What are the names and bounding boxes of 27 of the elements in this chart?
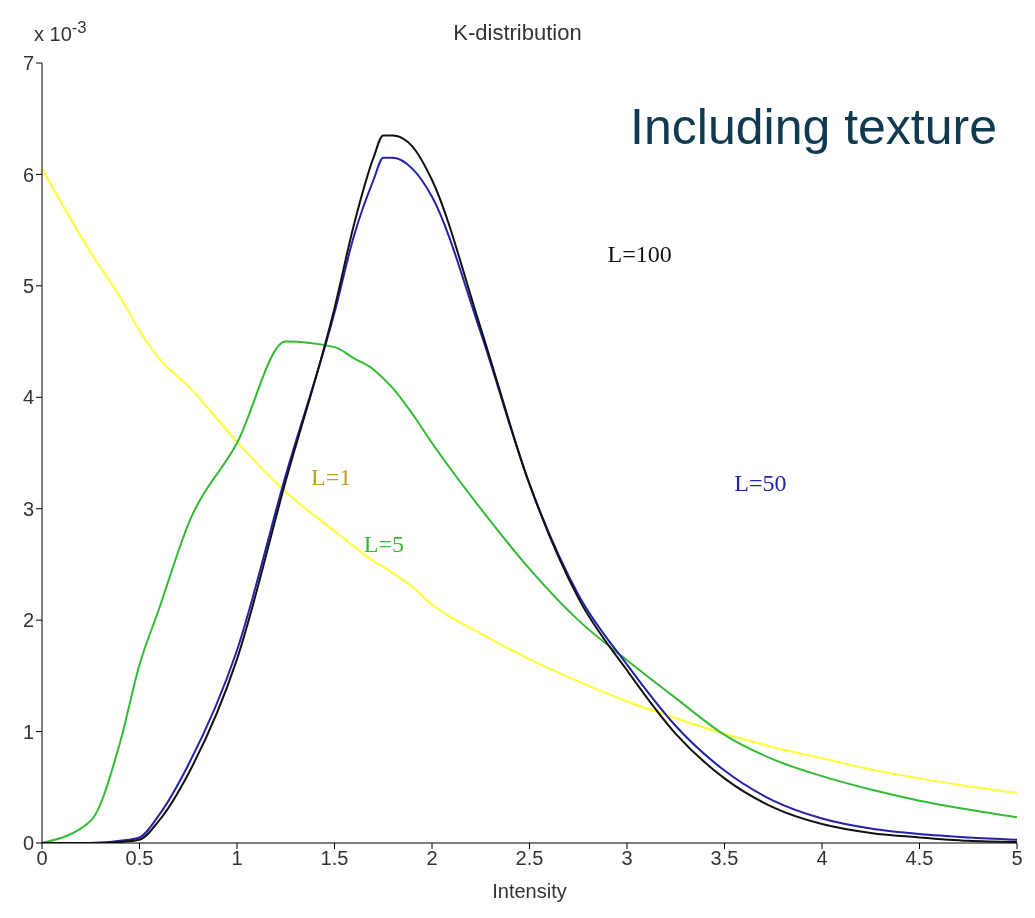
text: x 10$^{-3}$ (34, 18, 87, 46)
x-tick-label: 2.5 (515, 847, 544, 870)
y-tick-label: 4 (22, 386, 34, 409)
x-tick-label: 1 (231, 847, 243, 870)
x-tick-label: 3 (621, 847, 633, 870)
x-tick-label: 1.5 (320, 847, 349, 870)
series-label: L=1 (311, 464, 352, 492)
x-tick-label: 4 (816, 847, 828, 870)
y-tick-label: 7 (22, 52, 34, 75)
y-tick-label: 6 (22, 163, 34, 186)
x-axis-title: Intensity (492, 880, 567, 902)
x-tick-label: 4.5 (905, 847, 934, 870)
x-tick-label: 2 (426, 847, 438, 870)
y-tick-label: 5 (22, 274, 34, 297)
x-tick-label: 3.5 (710, 847, 739, 870)
chart-title: K-distribution (453, 20, 582, 45)
y-tick-label: 0 (22, 832, 34, 855)
annotation: Including texture (630, 98, 997, 156)
x-tick-label: 0.5 (125, 847, 154, 870)
x-tick-label: 5 (1011, 847, 1023, 870)
text: L=50 (734, 469, 787, 497)
x-tick-label: 0 (36, 847, 48, 870)
text: L=5 (363, 531, 404, 558)
y-tick-label: 1 (22, 720, 34, 743)
y-tick-label: 3 (22, 497, 34, 520)
y-tick-label: 2 (22, 609, 34, 632)
text: L=100 (607, 241, 672, 269)
